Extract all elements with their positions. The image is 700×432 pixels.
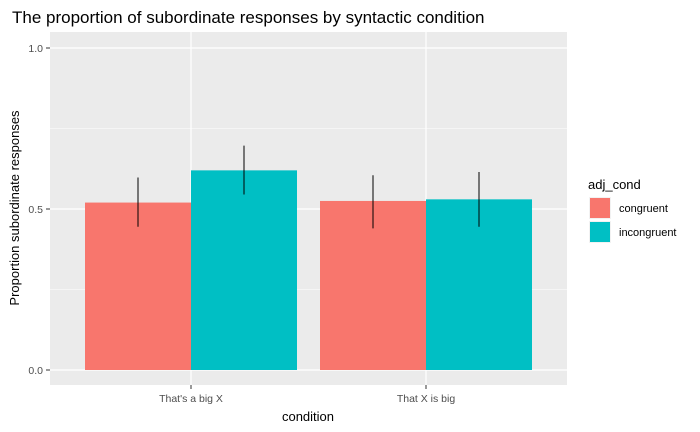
chart-title: The proportion of subordinate responses … bbox=[12, 8, 485, 27]
y-tick-label-1: 0.5 bbox=[28, 204, 43, 216]
error-bars bbox=[137, 145, 480, 229]
y-axis-title: Proportion subordinate responses bbox=[7, 110, 22, 306]
legend-label-congruent: congruent bbox=[619, 203, 668, 215]
y-tick-label-2: 1.0 bbox=[28, 43, 43, 55]
legend: adj_cond congruent incongruent bbox=[588, 177, 677, 243]
legend-key-congruent bbox=[590, 198, 610, 218]
y-tick-label-0: 0.0 bbox=[28, 365, 43, 377]
bar-incongruent-0 bbox=[191, 170, 297, 370]
axes: 0.0 0.5 1.0 That's a big X That X is big bbox=[28, 43, 455, 405]
bar-incongruent-1 bbox=[426, 199, 532, 370]
bar-congruent-0 bbox=[85, 202, 191, 370]
legend-label-incongruent: incongruent bbox=[619, 227, 677, 239]
x-tick-label-1: That X is big bbox=[397, 393, 456, 405]
legend-key-incongruent bbox=[590, 222, 610, 242]
x-axis-title: condition bbox=[282, 409, 334, 424]
legend-title: adj_cond bbox=[588, 177, 641, 192]
bars bbox=[85, 170, 532, 370]
bar-congruent-1 bbox=[320, 200, 426, 370]
x-tick-label-0: That's a big X bbox=[159, 393, 223, 405]
